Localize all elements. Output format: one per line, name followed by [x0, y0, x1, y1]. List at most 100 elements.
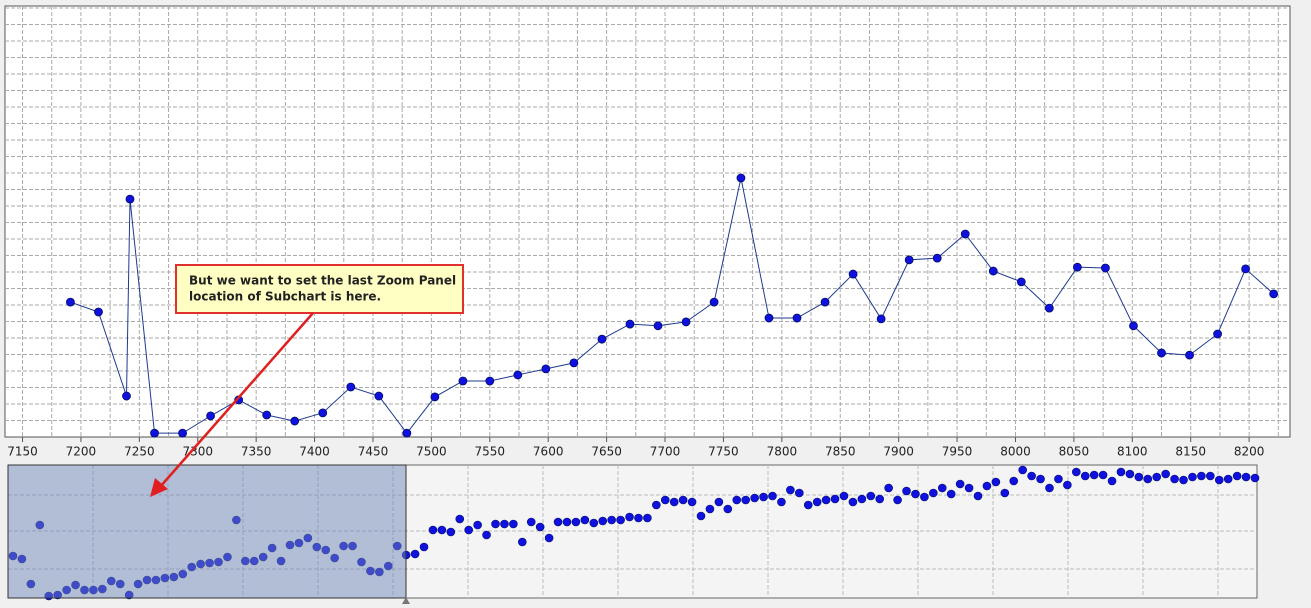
x-tick-label: 7950 [942, 445, 973, 459]
marker [812, 497, 822, 507]
marker [937, 483, 947, 493]
marker [290, 416, 300, 426]
marker [1179, 475, 1188, 485]
marker [464, 525, 473, 535]
marker [955, 479, 965, 489]
marker [652, 500, 661, 510]
marker [580, 515, 590, 525]
marker [482, 530, 491, 540]
marker [678, 495, 688, 505]
marker [430, 392, 440, 402]
plot-area [4, 5, 1291, 438]
arrow [159, 312, 314, 488]
marker [491, 519, 500, 529]
marker [419, 542, 429, 552]
marker [428, 525, 438, 535]
x-tick-label: 8200 [1234, 445, 1265, 459]
marker [714, 497, 724, 507]
marker [1206, 471, 1215, 481]
marker [866, 491, 876, 501]
marker [988, 266, 998, 276]
marker [839, 491, 849, 501]
zoom-handle[interactable] [402, 597, 410, 604]
marker [736, 173, 746, 183]
marker [544, 533, 554, 543]
marker [875, 494, 885, 504]
marker [1009, 476, 1019, 486]
x-tick-label: 7900 [883, 445, 914, 459]
marker [932, 253, 942, 263]
marker [1223, 474, 1233, 484]
marker [1134, 472, 1144, 482]
marker [902, 486, 911, 496]
marker [1080, 471, 1090, 481]
marker [876, 314, 886, 324]
marker [732, 495, 742, 505]
marker [625, 319, 635, 329]
marker [1000, 488, 1010, 498]
marker [634, 513, 643, 523]
marker [616, 515, 625, 525]
marker [1089, 470, 1099, 480]
marker [848, 269, 858, 279]
marker [1101, 263, 1110, 273]
marker [768, 491, 777, 501]
marker [569, 358, 579, 368]
marker [1016, 277, 1026, 287]
marker [946, 489, 956, 499]
marker [764, 313, 774, 323]
marker [1036, 474, 1045, 484]
x-tick-label: 7700 [650, 445, 681, 459]
marker [687, 497, 697, 507]
marker [485, 376, 495, 386]
marker [1071, 467, 1081, 477]
marker [904, 255, 914, 265]
marker [741, 495, 750, 505]
x-tick-label: 7500 [416, 445, 447, 459]
marker [122, 391, 131, 401]
marker [1125, 469, 1135, 479]
marker [541, 364, 551, 374]
callout-box [175, 264, 464, 314]
marker [960, 229, 970, 239]
marker [446, 527, 456, 537]
marker [518, 537, 527, 547]
x-tick-label: 7600 [533, 445, 564, 459]
marker [1269, 289, 1279, 299]
x-tick-label: 7200 [66, 445, 97, 459]
marker [1107, 476, 1117, 486]
marker [973, 491, 983, 501]
marker [1116, 467, 1126, 477]
arrow-head [150, 478, 168, 497]
marker [625, 512, 634, 522]
zoom-panel[interactable] [7, 464, 407, 599]
marker [777, 497, 786, 507]
marker [1054, 474, 1063, 484]
marker [1018, 465, 1027, 475]
marker [562, 517, 572, 527]
marker [526, 517, 536, 527]
marker [598, 516, 608, 526]
marker [1241, 472, 1251, 482]
marker [513, 370, 523, 380]
marker [1072, 262, 1082, 272]
x-tick-label: 8100 [1117, 445, 1148, 459]
marker [1098, 470, 1108, 480]
marker [473, 520, 482, 530]
marker [1045, 483, 1054, 493]
x-tick-label: 7150 [7, 445, 38, 459]
marker [723, 504, 733, 514]
marker [848, 497, 858, 507]
marker [696, 511, 706, 521]
marker [786, 485, 795, 495]
callout-text: But we want to set the last Zoom Panel [189, 274, 456, 288]
x-tick-label: 7350 [241, 445, 272, 459]
marker [705, 504, 715, 514]
marker [1241, 264, 1251, 274]
marker [607, 515, 616, 525]
marker [374, 391, 384, 401]
marker [991, 477, 1001, 487]
marker [553, 517, 563, 527]
x-tick-label: 8000 [1000, 445, 1031, 459]
